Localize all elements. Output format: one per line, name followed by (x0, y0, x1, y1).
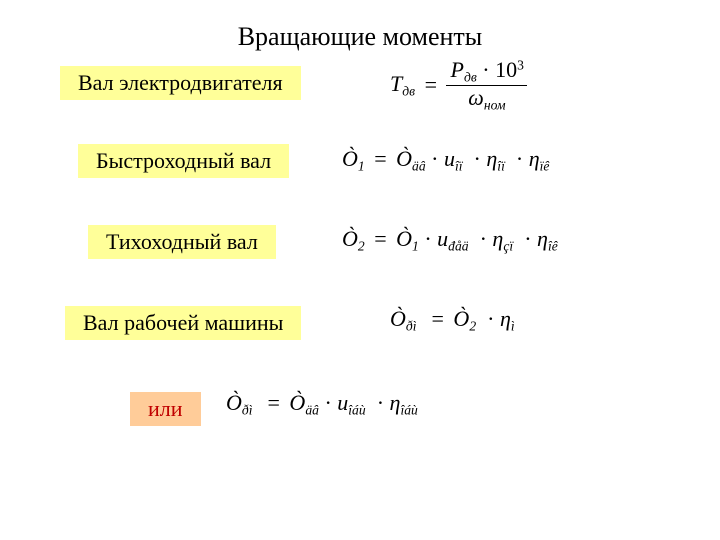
formula-fast: Ò1 = Òäâ · uîï · ηîï · ηïê (342, 146, 549, 175)
label-machine-shaft: Вал рабочей машины (65, 306, 301, 340)
label-slow-shaft: Тихоходный вал (88, 225, 276, 259)
label-motor-shaft: Вал электродвигателя (60, 66, 301, 100)
page-title: Вращающие моменты (0, 22, 720, 52)
formula-motor: Tдв = Pдв · 103 ωном (390, 58, 527, 113)
formula-slow: Ò2 = Ò1 · uđåä · ηçï · ηîê (342, 226, 558, 255)
formula-machine: Òðì = Ò2 · ηì (390, 306, 515, 335)
label-or: или (130, 392, 201, 426)
label-fast-shaft: Быстроходный вал (78, 144, 289, 178)
formula-machine-alt: Òðì = Òäâ · uîáù · ηîáù (226, 390, 418, 419)
